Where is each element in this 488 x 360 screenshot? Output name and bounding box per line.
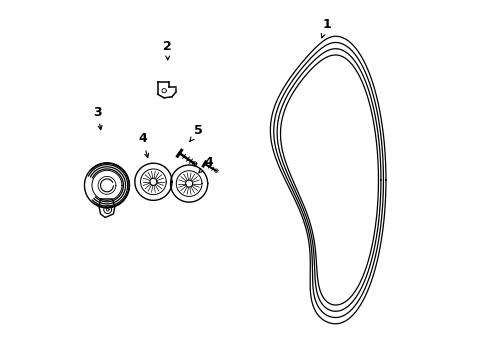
Text: 5: 5: [189, 124, 203, 141]
Text: 4: 4: [199, 156, 213, 173]
Text: 4: 4: [138, 132, 148, 158]
Text: 2: 2: [163, 40, 172, 60]
Text: 1: 1: [321, 18, 330, 38]
Text: 3: 3: [93, 105, 102, 130]
